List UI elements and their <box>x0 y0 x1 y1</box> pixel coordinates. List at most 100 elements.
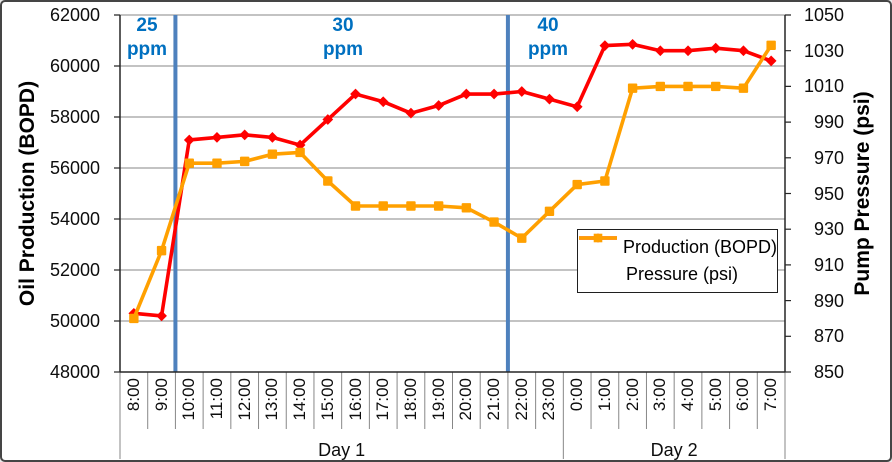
x-axis-tick-label: 21:00 <box>484 378 504 421</box>
diamond-marker <box>239 129 251 141</box>
x-axis-tick-label: 9:00 <box>151 378 171 412</box>
x-axis-tick-label: 12:00 <box>234 378 254 421</box>
left-axis-tick-label: 48000 <box>49 362 100 382</box>
diamond-marker <box>599 40 611 51</box>
left-axis-tick-label: 62000 <box>49 5 100 25</box>
square-marker <box>350 201 361 211</box>
square-marker <box>572 179 582 190</box>
legend-label-production: Production (BOPD) <box>622 237 777 257</box>
diamond-marker <box>738 45 749 57</box>
diamond-marker <box>516 86 528 97</box>
diamond-marker <box>765 55 777 67</box>
x-axis-tick-label: 11:00 <box>206 378 226 420</box>
right-axis-tick-label: 930 <box>813 219 844 240</box>
left-axis-tick-label: 50000 <box>49 311 100 331</box>
right-axis-tick-label: 910 <box>813 254 844 275</box>
x-axis-tick-label: 23:00 <box>539 378 559 421</box>
square-marker <box>489 217 499 227</box>
right-axis-tick-label: 970 <box>813 147 844 168</box>
diamond-marker <box>405 107 417 119</box>
square-marker <box>129 313 139 324</box>
right-axis-tick-label: 870 <box>813 326 844 347</box>
annotation-25ppm: 25 ppm <box>112 14 182 62</box>
diamond-marker <box>350 88 361 100</box>
x-axis-group-label-day1: Day 1 <box>318 440 366 460</box>
square-marker <box>212 158 222 168</box>
square-marker <box>323 176 333 186</box>
right-axis-tick-label: 850 <box>813 362 844 382</box>
left-axis-tick-label: 58000 <box>49 107 100 127</box>
x-axis-tick-label: 10:00 <box>179 378 199 421</box>
diamond-marker <box>488 88 500 100</box>
x-axis-tick-label: 7:00 <box>761 378 781 412</box>
annotation-30ppm-unit: ppm <box>322 39 364 60</box>
square-marker <box>600 176 610 186</box>
diamond-marker <box>156 310 167 322</box>
square-marker <box>544 206 555 217</box>
square-marker <box>406 201 416 211</box>
x-axis-tick-label: 15:00 <box>317 378 337 421</box>
diamond-marker <box>294 139 306 151</box>
right-axis-tick-label: 1030 <box>803 40 844 61</box>
left-axis-tick-label: 52000 <box>49 260 100 280</box>
annotation-25ppm-value: 25 <box>136 15 158 36</box>
diamond-marker <box>544 93 555 105</box>
x-axis-group-label-day2: Day 2 <box>650 440 698 460</box>
x-axis-tick-label: 5:00 <box>705 378 725 412</box>
square-marker <box>239 156 250 167</box>
x-axis-tick-label: 14:00 <box>290 378 310 421</box>
right-axis-tick-label: 990 <box>813 112 844 133</box>
diamond-marker <box>460 88 472 100</box>
x-axis-tick-label: 13:00 <box>262 378 282 421</box>
pressure-series-marker-icon <box>579 233 626 283</box>
annotation-40ppm-value: 40 <box>537 15 559 36</box>
left-axis-tick-label: 54000 <box>49 209 100 229</box>
x-axis-tick-label: 22:00 <box>511 378 531 421</box>
square-marker <box>738 83 749 93</box>
x-axis-tick-label: 17:00 <box>373 378 393 421</box>
diamond-marker <box>627 38 638 50</box>
square-marker <box>517 233 527 243</box>
diamond-marker <box>682 45 694 57</box>
diamond-marker <box>322 114 334 125</box>
legend-label-pressure: Pressure (psi) <box>626 264 739 284</box>
right-axis-tick-label: 1050 <box>803 5 844 25</box>
left-axis-tick-label: 56000 <box>49 158 100 178</box>
annotation-40ppm-unit: ppm <box>527 39 569 60</box>
annotation-40ppm: 40 ppm <box>513 14 583 62</box>
diamond-marker <box>710 42 722 54</box>
x-axis-tick-label: 0:00 <box>567 378 587 412</box>
square-marker <box>683 81 693 92</box>
square-marker <box>711 81 721 92</box>
square-marker <box>627 83 638 93</box>
diamond-marker <box>267 132 278 143</box>
right-axis-tick-label: 890 <box>813 290 844 311</box>
left-axis-tick-label: 60000 <box>49 56 100 76</box>
x-axis-tick-label: 8:00 <box>123 378 143 412</box>
annotation-30ppm: 30 ppm <box>308 14 378 62</box>
legend-entry-pressure: Pressure (psi) <box>579 233 777 285</box>
x-axis-tick-label: 19:00 <box>428 378 448 421</box>
square-marker <box>766 40 776 51</box>
annotation-25ppm-unit: ppm <box>126 39 168 60</box>
square-legend-glyph <box>579 233 617 243</box>
diamond-marker <box>654 45 666 57</box>
square-marker <box>461 203 472 213</box>
square-marker <box>156 245 167 256</box>
annotation-30ppm-value: 30 <box>332 15 354 36</box>
square-marker <box>433 201 444 211</box>
legend: Production (BOPD) Pressure (psi) <box>577 229 778 293</box>
x-axis-tick-label: 4:00 <box>678 378 698 412</box>
x-axis-tick-label: 16:00 <box>345 378 365 421</box>
square-marker <box>655 81 666 92</box>
x-axis-tick-label: 1:00 <box>594 378 614 412</box>
square-marker <box>295 147 305 158</box>
square-marker <box>267 149 278 159</box>
square-marker <box>184 158 194 168</box>
right-axis-title: Pump Pressure (psi) <box>851 91 874 296</box>
x-axis-tick-label: 18:00 <box>400 378 420 421</box>
diamond-marker <box>183 134 195 146</box>
diamond-marker <box>433 100 445 111</box>
